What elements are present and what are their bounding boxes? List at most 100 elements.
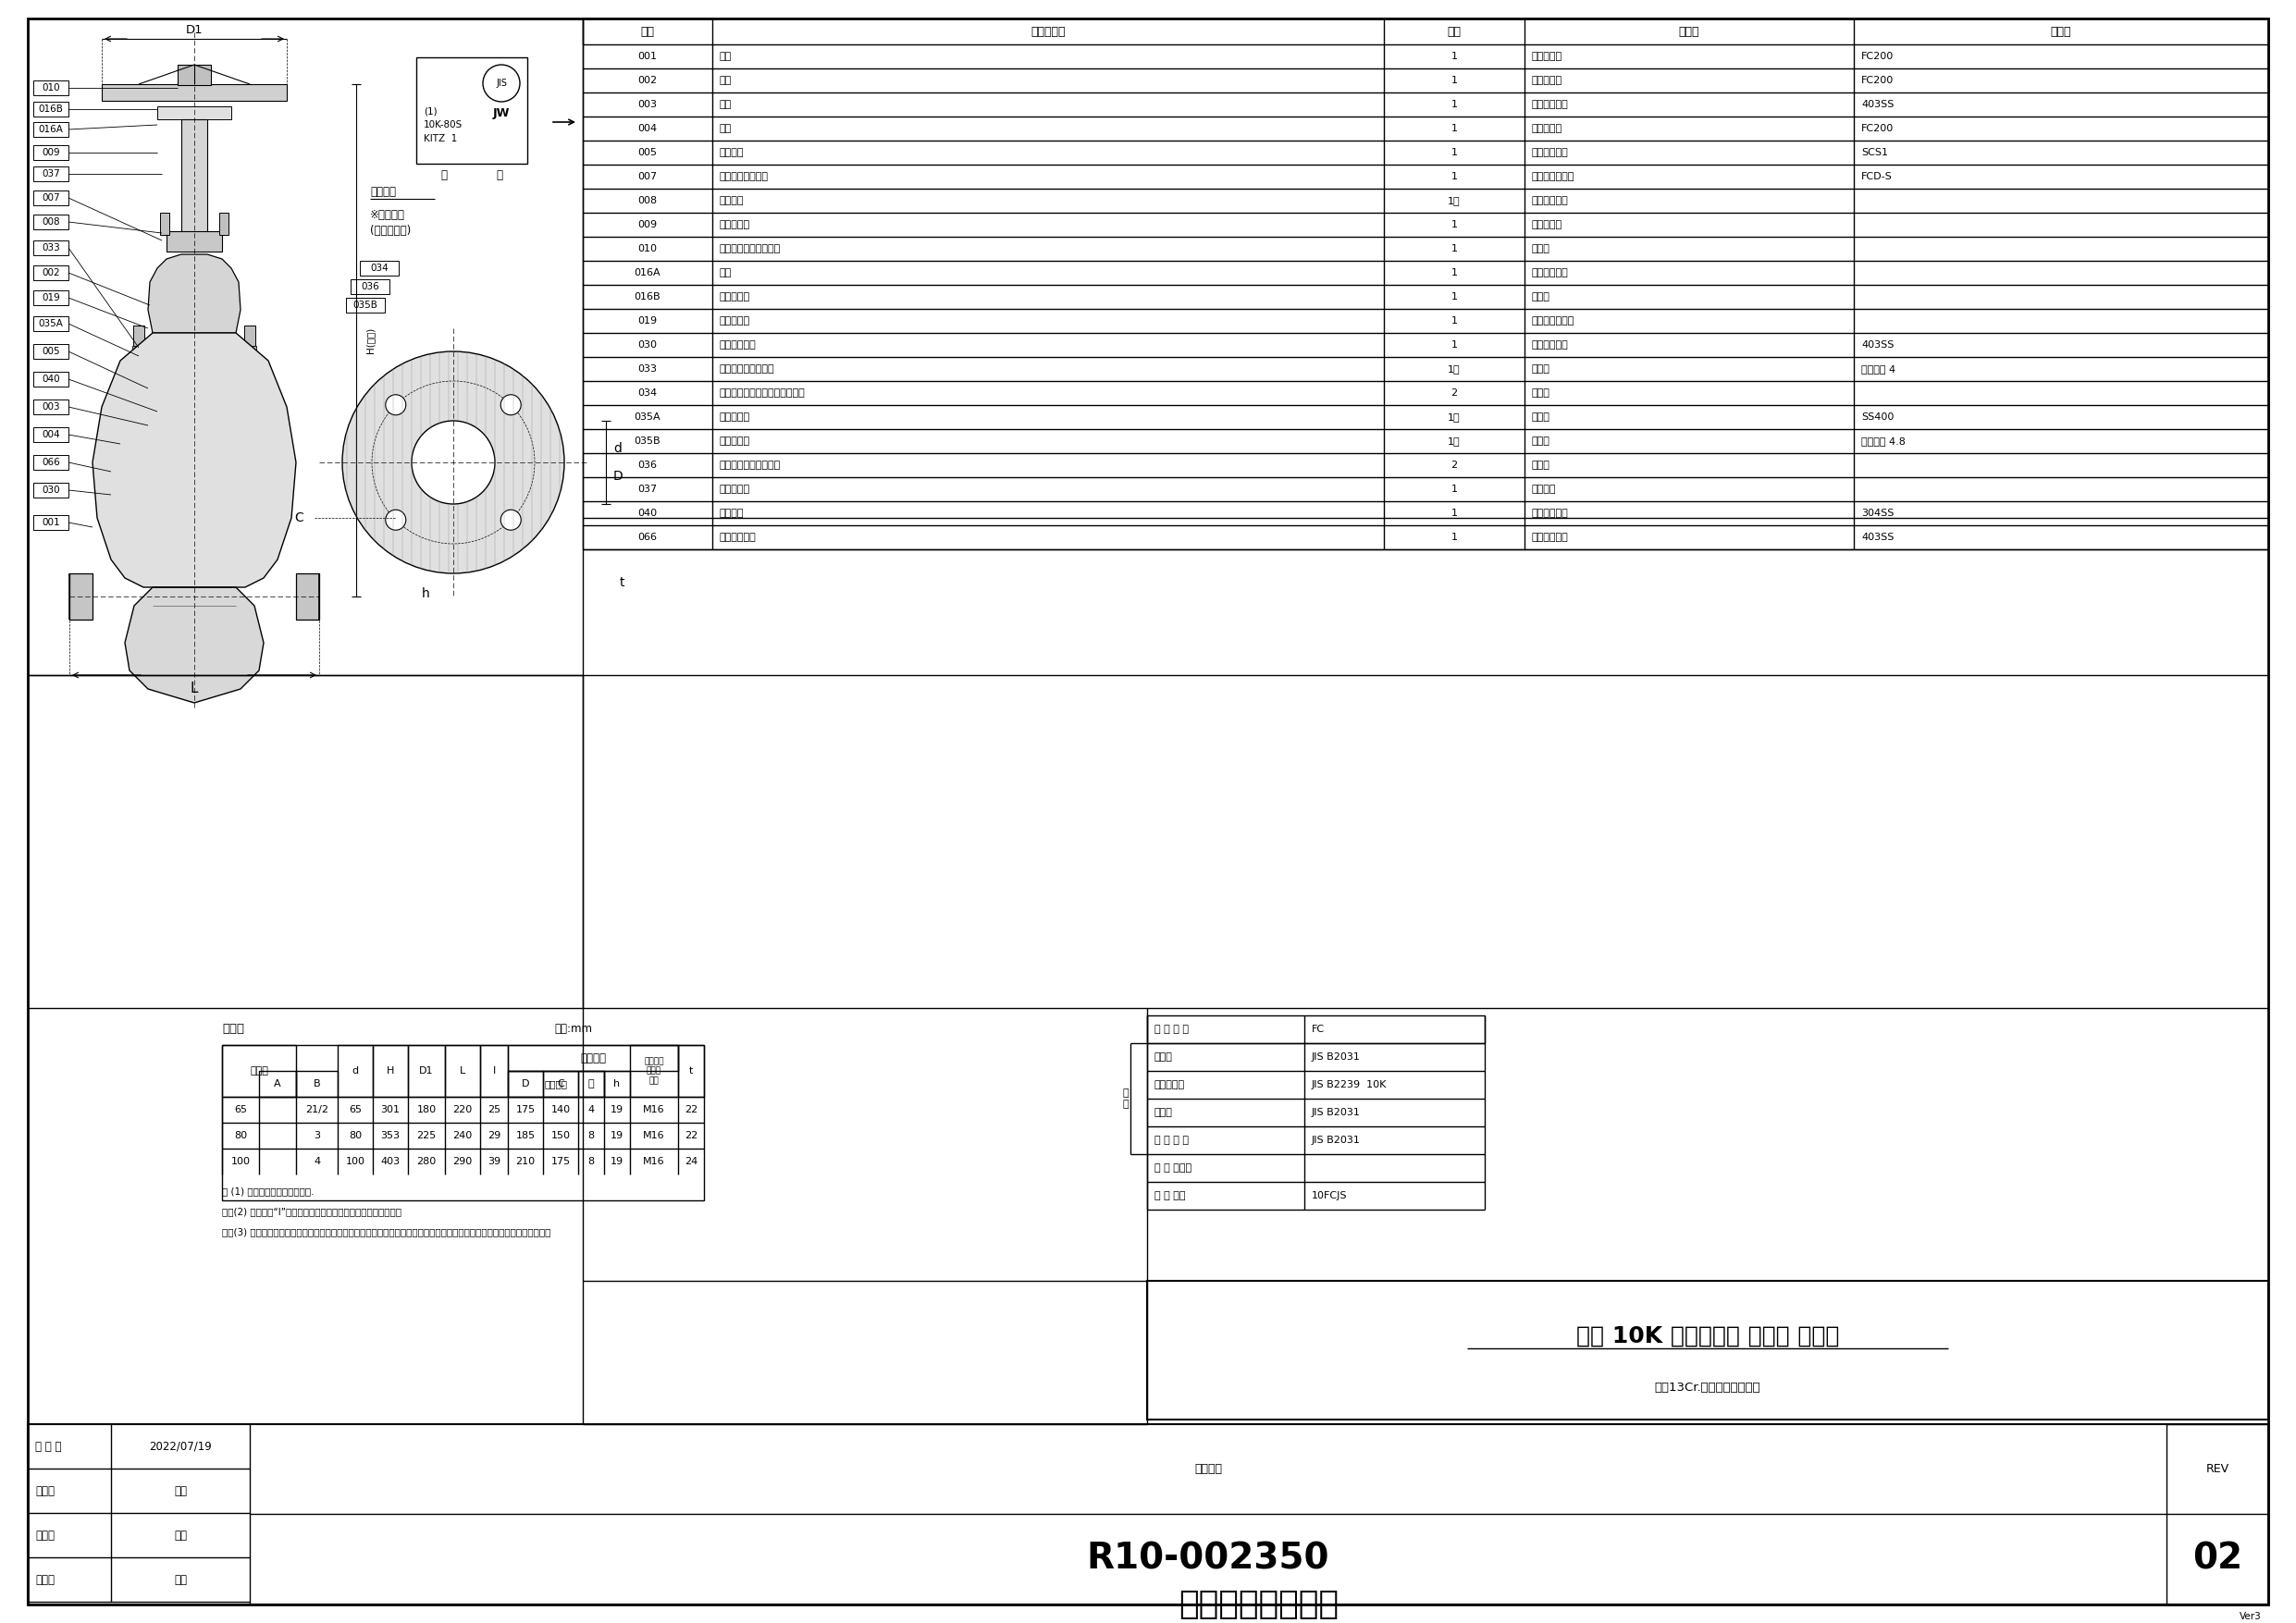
Text: 炊素鉰: 炊素鉰 (1531, 365, 1550, 373)
Text: 033: 033 (41, 243, 60, 253)
Text: 80: 80 (349, 1131, 363, 1141)
Text: 030: 030 (41, 485, 60, 495)
Text: FC200: FC200 (1862, 76, 1894, 84)
Bar (34, 144, 69, 161)
Text: 008: 008 (638, 196, 657, 204)
Text: 003: 003 (638, 101, 657, 109)
Text: 1組: 1組 (1449, 196, 1460, 204)
Text: 呼び径: 呼び径 (250, 1066, 269, 1076)
Text: ※材料表示: ※材料表示 (370, 208, 404, 221)
Text: 製　図: 製 図 (34, 1574, 55, 1586)
Text: t: t (689, 1066, 693, 1076)
Text: ふたボルト: ふたボルト (719, 412, 751, 422)
Text: パッキン押さえボルト: パッキン押さえボルト (719, 461, 781, 469)
Text: 150: 150 (551, 1131, 569, 1141)
Bar (1148, 1281, 2268, 1420)
Bar (34, 482, 69, 498)
Text: 009: 009 (41, 148, 60, 157)
Bar (34, 190, 69, 204)
Text: Ver3: Ver3 (2241, 1612, 2262, 1621)
Text: ふた: ふた (719, 76, 732, 84)
Text: 炊素鉰: 炊素鉰 (1531, 292, 1550, 302)
Bar (34, 454, 69, 469)
Text: 4: 4 (588, 1105, 595, 1115)
Text: 403SS: 403SS (1862, 532, 1894, 542)
Text: 25: 25 (487, 1105, 501, 1115)
Text: (表題欄参照): (表題欄参照) (370, 224, 411, 237)
Text: M16: M16 (643, 1131, 666, 1141)
Text: ふたボルト: ふたボルト (719, 437, 751, 446)
Bar (28, 1423, 2268, 1605)
Text: 016A: 016A (634, 268, 661, 278)
Text: 066: 066 (638, 532, 657, 542)
Text: ステンレス鉰: ステンレス鉰 (1531, 532, 1568, 542)
Text: 1: 1 (1451, 172, 1458, 182)
Text: 1: 1 (1451, 316, 1458, 326)
Text: L: L (459, 1066, 466, 1076)
Text: ねじはめ輪: ねじはめ輪 (719, 485, 751, 493)
Text: 010: 010 (41, 83, 60, 93)
Text: 青銅鑄物: 青銅鑄物 (1531, 485, 1557, 493)
Text: 丸山: 丸山 (174, 1529, 186, 1542)
Text: 弁棒: 弁棒 (719, 101, 732, 109)
Text: 65: 65 (349, 1105, 363, 1115)
Text: 140: 140 (551, 1105, 569, 1115)
Text: パッキン: パッキン (719, 196, 744, 204)
Bar (34, 427, 69, 441)
Text: 016B: 016B (39, 104, 64, 114)
Text: 175: 175 (551, 1157, 569, 1167)
Text: d: d (351, 1066, 358, 1076)
Text: ステンレス鉰: ステンレス鉰 (1531, 148, 1568, 157)
Text: REV: REV (2206, 1462, 2229, 1475)
Text: D1: D1 (186, 24, 202, 36)
Text: 185: 185 (517, 1131, 535, 1141)
Text: 材　料: 材 料 (1678, 26, 1699, 37)
Bar (629, 1045, 677, 1097)
Bar (351, 279, 390, 294)
Bar (181, 120, 207, 240)
Text: 301: 301 (381, 1105, 400, 1115)
Text: 炊素鉰: 炊素鉰 (1531, 461, 1550, 469)
Text: 009: 009 (638, 221, 657, 229)
Text: 1: 1 (1451, 485, 1458, 493)
Text: B: B (312, 1079, 321, 1089)
Bar (34, 81, 69, 96)
Text: 炊素鉰: 炊素鉰 (1531, 388, 1550, 398)
Text: 29: 29 (487, 1131, 501, 1141)
Text: KITZ  1: KITZ 1 (425, 135, 457, 143)
Text: 面　間: 面 間 (1155, 1052, 1173, 1061)
Text: 寸法表: 寸法表 (223, 1022, 243, 1034)
Bar (34, 102, 69, 117)
Text: 280: 280 (416, 1157, 436, 1167)
Text: 10FCJS: 10FCJS (1311, 1191, 1348, 1201)
Text: 016A: 016A (39, 125, 64, 135)
Text: JIS B2239  10K: JIS B2239 10K (1311, 1081, 1387, 1089)
Bar (579, 1071, 604, 1097)
Text: 010: 010 (638, 243, 657, 253)
Text: 034: 034 (638, 388, 657, 398)
Text: 037: 037 (638, 485, 657, 493)
Bar (161, 213, 170, 235)
Text: 1: 1 (1451, 148, 1458, 157)
Text: 040: 040 (638, 508, 657, 518)
Text: 002: 002 (638, 76, 657, 84)
Text: (2) 本体表示“I”は、製造工場伝那の略号を表わしています。: (2) 本体表示“I”は、製造工場伝那の略号を表わしています。 (223, 1208, 402, 1216)
Bar (34, 372, 69, 386)
Text: 炊素鉰: 炊素鉰 (1531, 243, 1550, 253)
Text: h: h (613, 1079, 620, 1089)
Text: 02: 02 (2193, 1542, 2243, 1576)
Text: 21/2: 21/2 (305, 1105, 328, 1115)
Bar (133, 346, 145, 354)
Bar (604, 1071, 629, 1097)
Bar (34, 344, 69, 359)
Circle shape (501, 394, 521, 415)
Text: 河野: 河野 (174, 1485, 186, 1496)
Text: 2: 2 (1451, 388, 1458, 398)
Bar (133, 326, 145, 346)
Text: C: C (558, 1079, 565, 1089)
Bar (507, 1071, 544, 1097)
Text: フランジ: フランジ (581, 1052, 606, 1065)
Text: 管　接　続: 管 接 続 (1155, 1081, 1185, 1089)
Text: 弁算: 弁算 (719, 52, 732, 62)
Text: 検　図: 検 図 (34, 1529, 55, 1542)
